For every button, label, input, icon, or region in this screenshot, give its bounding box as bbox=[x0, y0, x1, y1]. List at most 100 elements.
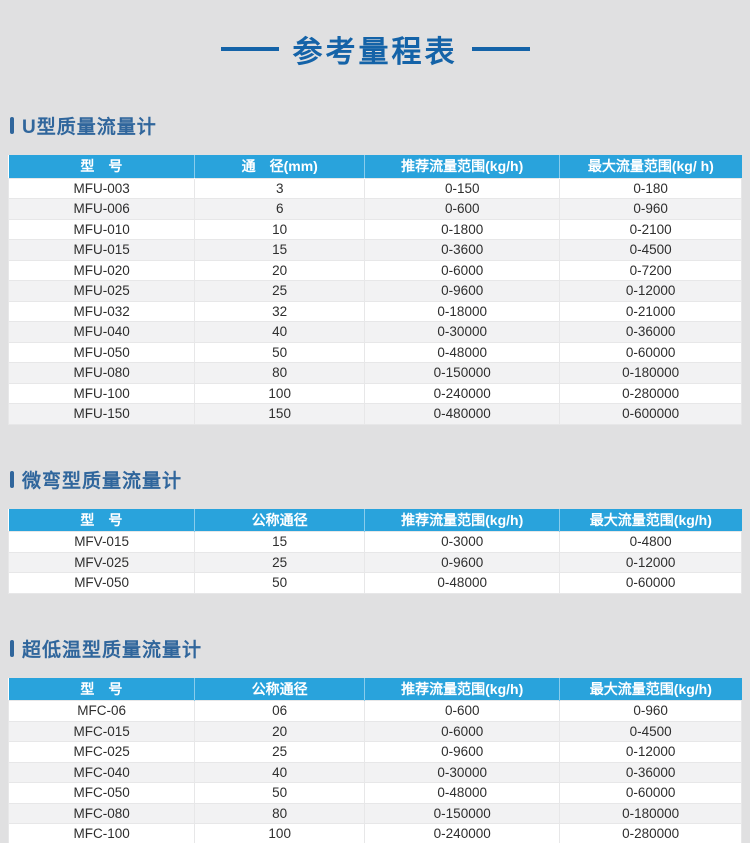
table-row: MFC-06 06 0-600 0-960 bbox=[7, 700, 742, 722]
table-body: MFU-003 3 0-150 0-180 MFU-006 6 0-600 0-960 MFU-… bbox=[7, 177, 742, 425]
column-header: 最大流量范围(kg/ h) bbox=[559, 155, 742, 178]
value-cell: 0-21000 bbox=[559, 300, 742, 322]
value-cell: 40 bbox=[194, 321, 366, 343]
section-heading-text: U型质量流量计 bbox=[22, 117, 157, 138]
column-header: 推荐流量范围(kg/h) bbox=[364, 155, 561, 178]
column-header: 最大流量范围(kg/h) bbox=[559, 677, 742, 701]
value-cell: 3 bbox=[194, 177, 366, 199]
value-cell: 0-600 bbox=[364, 198, 561, 220]
table-row: MFV-050 50 0-48000 0-60000 bbox=[7, 572, 742, 594]
title-dash-left-icon bbox=[220, 47, 279, 51]
model-cell: MFC-100 bbox=[7, 823, 196, 843]
column-header: 型 号 bbox=[8, 677, 196, 701]
value-cell: 0-30000 bbox=[364, 761, 561, 783]
value-cell: 0-6000 bbox=[364, 259, 561, 281]
section-heading-text: 微弯型质量流量计 bbox=[22, 470, 183, 492]
value-cell: 0-3600 bbox=[364, 239, 561, 261]
table-section: 微弯型质量流量计 型 号公称通径 推荐流量范围(kg/h) 最大流量范围(kg/h)… bbox=[7, 466, 742, 594]
value-cell: 0-960 bbox=[559, 700, 742, 722]
value-cell: 0-12000 bbox=[559, 280, 742, 302]
model-cell: MFV-015 bbox=[7, 531, 196, 553]
model-cell: MFV-025 bbox=[7, 551, 196, 573]
table-header-row: 型 号通 径(mm) 推荐流量范围(kg/h) 最大流量范围(kg/ h) bbox=[8, 155, 742, 178]
value-cell: 0-150000 bbox=[364, 802, 561, 824]
column-header: 公称通径 bbox=[194, 677, 366, 701]
table-header-row: 型 号公称通径 推荐流量范围(kg/h) 最大流量范围(kg/h) bbox=[8, 508, 742, 532]
value-cell: 0-12000 bbox=[559, 741, 742, 763]
table-row: MFC-040 40 0-30000 0-36000 bbox=[7, 761, 742, 783]
value-cell: 0-180000 bbox=[559, 362, 742, 384]
sections-container: U型质量流量计 型 号通 径(mm) 推荐流量范围(kg/h) 最大流量范围(kg/… bbox=[0, 112, 750, 843]
value-cell: 32 bbox=[194, 300, 366, 322]
table-row: MFU-150 150 0-480000 0-600000 bbox=[7, 403, 742, 425]
section-heading-text: 超低温型质量流量计 bbox=[22, 639, 203, 661]
value-cell: 25 bbox=[194, 551, 366, 573]
value-cell: 20 bbox=[194, 720, 366, 742]
table-row: MFC-025 25 0-9600 0-12000 bbox=[7, 741, 742, 763]
value-cell: 20 bbox=[194, 259, 366, 281]
column-header: 通 径(mm) bbox=[194, 155, 366, 178]
value-cell: 40 bbox=[194, 761, 366, 783]
value-cell: 0-6000 bbox=[364, 720, 561, 742]
section-heading: 微弯型质量流量计 bbox=[10, 466, 740, 493]
table-row: MFV-025 25 0-9600 0-12000 bbox=[7, 551, 742, 573]
model-cell: MFU-015 bbox=[7, 239, 196, 261]
value-cell: 50 bbox=[194, 572, 366, 594]
value-cell: 0-150000 bbox=[364, 362, 561, 384]
column-header: 推荐流量范围(kg/h) bbox=[364, 508, 561, 532]
value-cell: 0-36000 bbox=[559, 761, 742, 783]
value-cell: 0-18000 bbox=[364, 300, 561, 322]
value-cell: 0-240000 bbox=[364, 382, 561, 404]
value-cell: 0-960 bbox=[559, 198, 742, 220]
model-cell: MFC-040 bbox=[7, 761, 196, 783]
table-row: MFU-080 80 0-150000 0-180000 bbox=[7, 362, 742, 384]
model-cell: MFU-003 bbox=[7, 177, 196, 199]
column-header: 公称通径 bbox=[194, 508, 366, 532]
value-cell: 10 bbox=[194, 218, 366, 240]
heading-bar-icon bbox=[10, 639, 14, 657]
title-dash-right-icon bbox=[471, 47, 530, 51]
value-cell: 0-9600 bbox=[364, 280, 561, 302]
model-cell: MFU-050 bbox=[7, 341, 196, 363]
value-cell: 25 bbox=[194, 741, 366, 763]
value-cell: 25 bbox=[194, 280, 366, 302]
value-cell: 0-180 bbox=[559, 177, 742, 199]
model-cell: MFU-006 bbox=[7, 198, 196, 220]
model-cell: MFU-025 bbox=[7, 280, 196, 302]
value-cell: 0-9600 bbox=[364, 741, 561, 763]
value-cell: 0-4500 bbox=[559, 720, 742, 742]
value-cell: 100 bbox=[194, 382, 366, 404]
value-cell: 0-48000 bbox=[364, 341, 561, 363]
value-cell: 100 bbox=[194, 823, 366, 843]
spec-table: 型 号通 径(mm) 推荐流量范围(kg/h) 最大流量范围(kg/ h) MFU-… bbox=[7, 155, 742, 425]
table-row: MFU-003 3 0-150 0-180 bbox=[7, 177, 742, 199]
value-cell: 0-36000 bbox=[559, 321, 742, 343]
model-cell: MFU-032 bbox=[7, 300, 196, 322]
value-cell: 0-7200 bbox=[559, 259, 742, 281]
value-cell: 0-30000 bbox=[364, 321, 561, 343]
model-cell: MFU-150 bbox=[7, 403, 196, 425]
model-cell: MFC-015 bbox=[7, 720, 196, 742]
value-cell: 0-4800 bbox=[559, 531, 742, 553]
model-cell: MFU-080 bbox=[7, 362, 196, 384]
value-cell: 15 bbox=[194, 531, 366, 553]
table-row: MFU-025 25 0-9600 0-12000 bbox=[7, 280, 742, 302]
table-row: MFU-010 10 0-1800 0-2100 bbox=[7, 218, 742, 240]
value-cell: 0-600 bbox=[364, 700, 561, 722]
table-row: MFC-015 20 0-6000 0-4500 bbox=[7, 720, 742, 742]
heading-bar-icon bbox=[10, 117, 14, 134]
section-heading: 超低温型质量流量计 bbox=[10, 635, 740, 662]
table-row: MFU-015 15 0-3600 0-4500 bbox=[7, 239, 742, 261]
table-row: MFU-040 40 0-30000 0-36000 bbox=[7, 321, 742, 343]
value-cell: 0-180000 bbox=[559, 802, 742, 824]
table-section: 超低温型质量流量计 型 号公称通径 推荐流量范围(kg/h) 最大流量范围(kg/h… bbox=[7, 635, 742, 843]
value-cell: 0-280000 bbox=[559, 382, 742, 404]
heading-bar-icon bbox=[10, 470, 14, 488]
value-cell: 50 bbox=[194, 782, 366, 804]
table-body: MFC-06 06 0-600 0-960 MFC-015 20 0-6000 0-4500 M… bbox=[7, 700, 742, 843]
column-header: 推荐流量范围(kg/h) bbox=[364, 677, 561, 701]
table-row: MFU-032 32 0-18000 0-21000 bbox=[7, 300, 742, 322]
column-header: 型 号 bbox=[8, 508, 196, 532]
model-cell: MFV-050 bbox=[7, 572, 196, 594]
